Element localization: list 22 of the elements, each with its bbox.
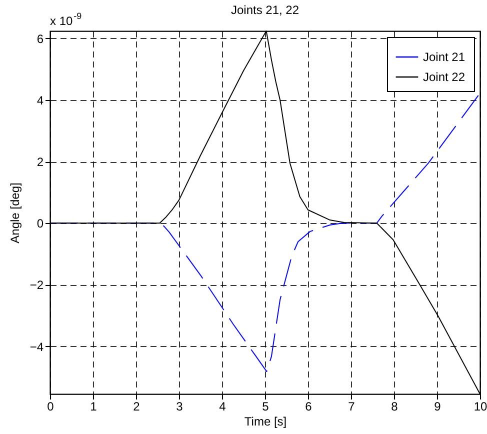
x-tick-label: 3: [176, 400, 184, 414]
chart-title: Joints 21, 22: [230, 3, 300, 17]
x-tick-label: 7: [348, 400, 356, 414]
x-axis-title: Time [s]: [244, 414, 287, 428]
y-tick-label: 4: [36, 93, 44, 108]
x-tick-label: 6: [305, 400, 312, 414]
x-tick-label: 10: [474, 400, 487, 414]
y-tick-label: −2: [30, 278, 44, 292]
x-tick-label: 5: [262, 400, 270, 414]
y-axis-title: Angle [deg]: [8, 182, 22, 244]
y-tick-label: −4: [30, 340, 44, 354]
x-tick-label: 1: [90, 400, 98, 414]
legend-label: Joint 22: [423, 70, 466, 84]
y-tick-label: 2: [36, 155, 44, 170]
x-tick-label: 0: [47, 400, 54, 414]
x-tick-label: 8: [391, 400, 398, 414]
y-tick-label: 0: [36, 216, 44, 231]
x-tick-label: 9: [434, 400, 442, 414]
legend-label: Joint 21: [423, 50, 466, 64]
x-tick-label: 2: [133, 400, 140, 414]
y-tick-label: 6: [36, 32, 44, 46]
x-tick-label: 4: [219, 400, 226, 414]
